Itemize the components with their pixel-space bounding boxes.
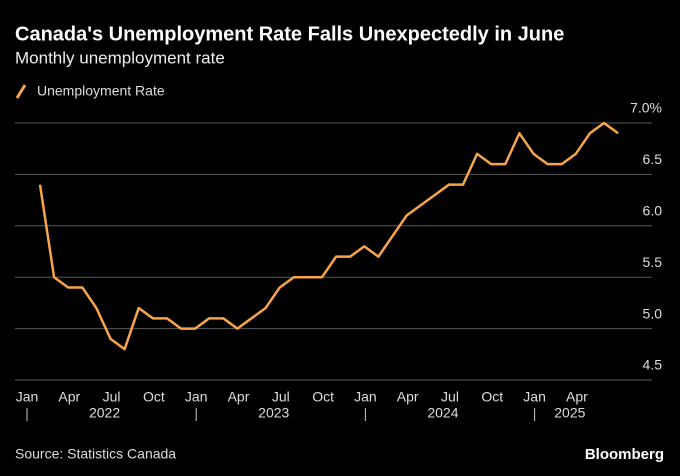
y-tick-label: 6.5	[643, 151, 663, 167]
source: Source: Statistics Canada	[15, 446, 176, 462]
y-tick-label: 6.0	[643, 203, 663, 219]
chart-title: Canada's Unemployment Rate Falls Unexpec…	[15, 23, 564, 45]
x-tick-label: Jan	[523, 389, 546, 405]
x-tick-label: Oct	[312, 389, 334, 405]
x-tick-label: Oct	[481, 389, 503, 405]
x-tick-label: Jul	[441, 389, 459, 405]
legend-label: Unemployment Rate	[37, 83, 165, 99]
x-tick-label: Apr	[566, 389, 588, 405]
legend-swatch	[15, 84, 27, 99]
y-tick-label: 4.5	[643, 357, 663, 373]
year-label: 2024	[427, 405, 458, 421]
x-tick-label: Apr	[397, 389, 419, 405]
x-tick-label: Jan	[185, 389, 208, 405]
x-tick-label: Oct	[143, 389, 165, 405]
y-tick-label: 5.5	[643, 254, 663, 270]
year-label: 2025	[554, 405, 585, 421]
year-label: 2023	[258, 405, 289, 421]
x-tick-label: Jul	[103, 389, 121, 405]
y-tick-label: 7.0%	[630, 100, 662, 116]
year-label: 2022	[89, 405, 120, 421]
x-tick-label: Jan	[354, 389, 377, 405]
x-tick-label: Jan	[16, 389, 39, 405]
x-tick-label: Apr	[228, 389, 250, 405]
chart-subtitle: Monthly unemployment rate	[15, 48, 225, 67]
brand: Bloomberg	[585, 446, 664, 463]
y-tick-label: 5.0	[643, 305, 663, 321]
x-tick-label: Apr	[58, 389, 80, 405]
x-tick-label: Jul	[272, 389, 290, 405]
data-line	[38, 121, 619, 351]
